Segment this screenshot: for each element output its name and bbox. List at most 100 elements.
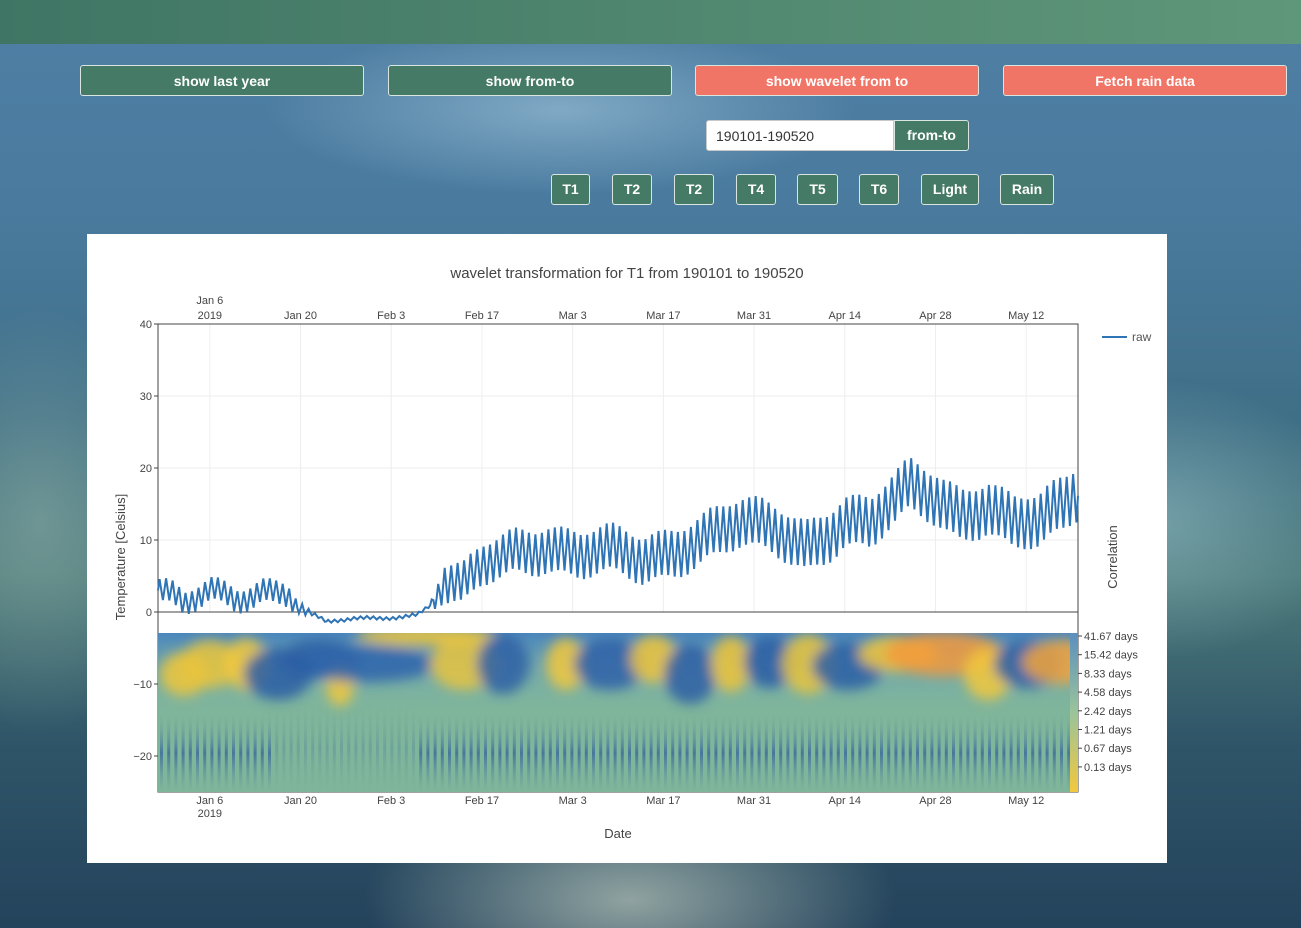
heatmap-stripe xyxy=(916,714,919,792)
channel-button-light[interactable]: Light xyxy=(921,174,979,205)
heatmap-stripe xyxy=(1045,714,1049,792)
channel-button-t5[interactable]: T5 xyxy=(797,174,838,205)
heatmap-stripe xyxy=(592,714,595,792)
heatmap-stripe xyxy=(851,714,855,792)
heatmap-cell xyxy=(546,638,586,690)
heatmap-stripe xyxy=(959,714,963,792)
heatmap-stripe xyxy=(196,714,199,792)
heatmap-stripe xyxy=(664,714,667,792)
heatmap-stripe xyxy=(361,704,365,792)
y-tick-label: −20 xyxy=(133,751,152,763)
heatmap-stripe xyxy=(376,704,379,792)
heatmap-stripe xyxy=(570,714,574,792)
chart-title: wavelet transformation for T1 from 19010… xyxy=(449,265,803,282)
heatmap-stripe xyxy=(476,714,480,792)
heatmap-stripe xyxy=(440,714,444,792)
y-tick-label: 30 xyxy=(140,391,152,403)
heatmap-stripe xyxy=(340,704,343,792)
channel-button-t4[interactable]: T4 xyxy=(736,174,776,205)
heatmap-stripe xyxy=(181,714,185,792)
heatmap-stripe xyxy=(966,714,970,792)
heatmap-stripe xyxy=(620,714,624,792)
heatmap-cell xyxy=(744,636,796,688)
channel-button-t1[interactable]: T1 xyxy=(551,174,590,205)
heatmap-stripe xyxy=(239,714,243,792)
heatmap-stripe xyxy=(988,714,991,792)
heatmap-stripe xyxy=(433,714,437,792)
heatmap-stripe xyxy=(952,714,955,792)
heatmap-stripe xyxy=(973,714,977,792)
heatmap-stripe xyxy=(1002,714,1006,792)
heatmap-stripe xyxy=(512,714,516,792)
heatmap-stripe xyxy=(937,714,941,792)
top-x-tick-label: Jan 6 xyxy=(196,295,223,307)
top-x-tick-label: Feb 17 xyxy=(465,310,499,322)
show-wavelet-button[interactable]: show wavelet from to xyxy=(695,65,979,96)
period-tick-label: 0.67 days xyxy=(1084,743,1132,755)
heatmap-stripe xyxy=(757,714,761,792)
bottom-x-tick-label: Feb 17 xyxy=(465,795,499,807)
heatmap-stripe xyxy=(836,714,840,792)
bottom-x-tick-label: Feb 3 xyxy=(377,795,405,807)
heatmap-stripe xyxy=(268,714,271,792)
heatmap-stripe xyxy=(613,714,617,792)
bottom-x-tick-label: Mar 3 xyxy=(559,795,587,807)
x-axis-title: Date xyxy=(604,826,631,841)
heatmap-stripe xyxy=(728,714,732,792)
top-x-tick-label: Apr 14 xyxy=(829,310,861,322)
heatmap-stripe xyxy=(606,714,610,792)
heatmap-stripe xyxy=(397,704,401,792)
date-range-input[interactable] xyxy=(706,120,894,151)
heatmap-stripe xyxy=(224,714,228,792)
from-to-button[interactable]: from-to xyxy=(894,120,969,151)
heatmap-stripe xyxy=(628,714,631,792)
channel-button-t2[interactable]: T2 xyxy=(612,174,652,205)
heatmap-stripe xyxy=(275,704,279,792)
y-tick-label: 20 xyxy=(140,463,152,475)
top-x-tick-label: May 12 xyxy=(1008,310,1044,322)
legend-label-raw: raw xyxy=(1132,330,1152,344)
bottom-x-tick-label: Mar 31 xyxy=(737,795,771,807)
y-axis: 40 30 20 10 0 −10 −20 xyxy=(133,319,158,763)
fetch-rain-button[interactable]: Fetch rain data xyxy=(1003,65,1287,96)
heatmap-stripe xyxy=(325,704,329,792)
channel-button-t6[interactable]: T6 xyxy=(859,174,899,205)
heatmap-stripe xyxy=(1060,714,1063,792)
channel-button-t3[interactable]: T2 xyxy=(674,174,714,205)
channel-button-rain[interactable]: Rain xyxy=(1000,174,1054,205)
heatmap-stripe xyxy=(1009,714,1013,792)
heatmap-stripe xyxy=(635,714,639,792)
bottom-x-tick-label: Jan 6 xyxy=(196,795,223,807)
heatmap-stripe xyxy=(311,704,315,792)
period-tick-label: 41.67 days xyxy=(1084,631,1138,643)
period-tick-label: 8.33 days xyxy=(1084,668,1132,680)
heatmap-stripe xyxy=(923,714,927,792)
heatmap-stripe xyxy=(1038,714,1042,792)
bottom-x-tick-label: Apr 28 xyxy=(919,795,951,807)
heatmap-stripe xyxy=(815,714,819,792)
heatmap-stripe xyxy=(404,704,408,792)
heatmap-stripe xyxy=(995,714,999,792)
legend[interactable]: raw xyxy=(1102,330,1152,344)
heatmap-stripe xyxy=(210,714,214,792)
heatmap-stripe xyxy=(721,714,725,792)
show-from-to-button[interactable]: show from-to xyxy=(388,65,672,96)
top-x-tick-label: Feb 3 xyxy=(377,310,405,322)
heatmap-stripe xyxy=(160,714,163,792)
heatmap-stripe xyxy=(1031,714,1035,792)
heatmap-stripe xyxy=(232,714,235,792)
heatmap-stripe xyxy=(707,714,711,792)
heatmap-stripe xyxy=(448,714,451,792)
heatmap-stripe xyxy=(700,714,703,792)
heatmap-stripe xyxy=(368,704,372,792)
raw-series-line xyxy=(157,458,1079,624)
heatmap-cell xyxy=(244,648,312,700)
heatmap-stripe xyxy=(289,704,293,792)
heatmap-stripe xyxy=(743,714,747,792)
heatmap-stripe xyxy=(736,714,739,792)
heatmap-stripe xyxy=(260,714,264,792)
heatmap-cell xyxy=(180,640,240,688)
show-last-year-button[interactable]: show last year xyxy=(80,65,364,96)
heatmap-stripe xyxy=(714,714,718,792)
